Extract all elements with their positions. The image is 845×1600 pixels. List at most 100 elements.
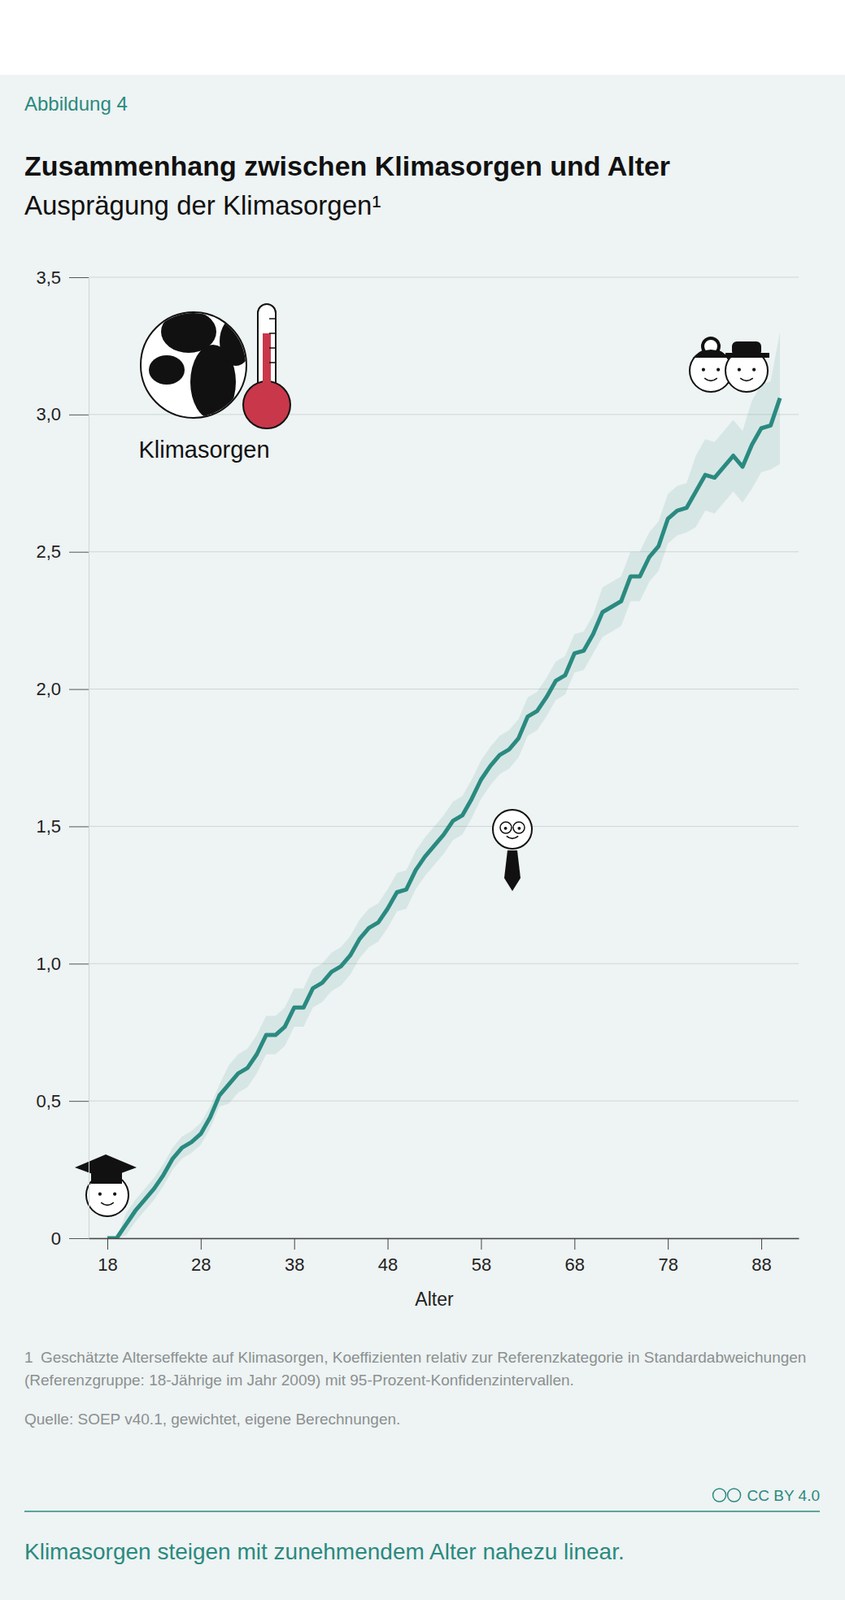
x-tick: 48 <box>378 1238 398 1276</box>
path <box>740 378 754 381</box>
ellipse <box>148 355 185 385</box>
grid-line <box>88 551 799 553</box>
y-tick-mark <box>69 1101 89 1102</box>
x-axis-line <box>89 1238 800 1241</box>
circle <box>517 827 521 831</box>
line <box>269 347 276 349</box>
path <box>504 850 521 892</box>
couple-icon <box>689 338 770 393</box>
y-tick: 1,5 <box>35 816 89 837</box>
page: Abbildung 4Zusammenhang zwischen Klimaso… <box>0 0 845 1600</box>
y-tick-label: 2,0 <box>35 679 61 700</box>
circle <box>513 822 525 834</box>
circle <box>113 1193 117 1197</box>
x-tick-mark <box>387 1238 389 1251</box>
y-tick: 1,0 <box>35 953 89 975</box>
graduate-icon <box>74 1154 137 1217</box>
path <box>100 1202 114 1206</box>
subtitle: Ausprägung der Klimasorgen¹ <box>24 190 381 221</box>
x-tick-label: 18 <box>97 1254 118 1276</box>
annotation: Klimasorgen <box>138 436 270 463</box>
grid <box>88 277 799 1239</box>
circle <box>737 368 741 372</box>
x-tick-mark <box>107 1238 109 1251</box>
y-tick: 0 <box>51 1228 89 1250</box>
line <box>269 361 276 364</box>
x-tick: 18 <box>97 1238 118 1276</box>
x-tick-label: 48 <box>378 1254 398 1276</box>
license-icon <box>727 1489 741 1503</box>
ellipse <box>219 317 253 366</box>
grid-line <box>88 1238 799 1240</box>
background <box>0 74 845 1600</box>
license-icon <box>713 1489 727 1503</box>
y-tick-mark <box>69 277 89 279</box>
path <box>506 836 519 839</box>
x-tick-mark <box>480 1238 482 1251</box>
x-tick: 58 <box>471 1238 492 1276</box>
circle <box>504 827 508 831</box>
divider <box>24 1511 820 1513</box>
y-tick-mark <box>69 414 89 416</box>
x-tick-mark <box>200 1238 202 1251</box>
x-tick: 68 <box>565 1238 585 1276</box>
circle <box>500 822 512 834</box>
confidence-band <box>107 332 780 1239</box>
rect <box>725 352 770 358</box>
source: Quelle: SOEP v40.1, gewichtet, eigene Be… <box>24 1411 401 1429</box>
y-tick: 3,0 <box>35 404 89 425</box>
x-tick-mark <box>574 1238 575 1251</box>
man-icon <box>492 810 532 892</box>
plot-area <box>107 332 780 1239</box>
globe-icon <box>140 310 253 420</box>
circle <box>701 368 706 372</box>
x-tick-label: 88 <box>751 1254 771 1276</box>
footnote: Geschätzte Alterseffekte auf Klimasorgen… <box>24 1349 806 1390</box>
x-tick-label: 78 <box>657 1254 678 1276</box>
line <box>269 317 276 320</box>
path <box>692 349 729 358</box>
y-axis-line <box>88 278 90 1240</box>
icons <box>74 304 770 1217</box>
y-tick: 3,5 <box>35 267 89 288</box>
x-tick: 78 <box>657 1238 678 1276</box>
grid-line <box>88 688 799 690</box>
x-tick: 88 <box>751 1238 771 1276</box>
line <box>269 332 276 335</box>
x-tick-mark <box>294 1238 296 1251</box>
y-tick-label: 1,5 <box>35 816 61 837</box>
circle <box>752 368 756 372</box>
license: CC BY 4.0 <box>747 1487 820 1505</box>
rect <box>91 1172 122 1185</box>
circle <box>716 368 720 372</box>
footnote-marker: 1 <box>24 1349 34 1367</box>
figure-label: Abbildung 4 <box>24 92 128 115</box>
g <box>148 310 253 420</box>
y-tick-label: 1,0 <box>35 953 61 975</box>
grid-line <box>88 277 799 279</box>
y-axis: 0 0,5 1,0 1,5 2,0 2,5 3,0 3,5 <box>35 267 89 1250</box>
y-tick: 2,5 <box>35 541 89 562</box>
y-tick-mark <box>69 1238 89 1240</box>
y-tick: 0,5 <box>35 1091 89 1112</box>
y-tick-label: 3,5 <box>35 267 61 288</box>
y-tick-label: 0 <box>51 1228 61 1250</box>
x-tick: 38 <box>284 1238 305 1276</box>
x-tick-label: 68 <box>565 1254 585 1276</box>
circle <box>492 810 532 850</box>
y-tick-mark <box>69 963 89 965</box>
x-tick-mark <box>761 1238 763 1251</box>
x-axis-title: Alter <box>414 1289 454 1311</box>
tspan: Geschätzte Alterseffekte auf Klimasorgen… <box>40 1349 806 1367</box>
x-axis: 18 28 38 48 58 68 78 88 <box>89 1238 800 1276</box>
x-tick-label: 28 <box>191 1254 211 1276</box>
tspan: (Referenzgruppe: 18-Jährige im Jahr 2009… <box>24 1372 575 1390</box>
thermometer-icon <box>243 304 291 429</box>
y-tick-mark <box>69 552 89 554</box>
circle <box>98 1193 102 1197</box>
line <box>107 398 780 1239</box>
grid-line <box>88 1101 799 1102</box>
x-tick-label: 38 <box>284 1254 305 1276</box>
grid-line <box>88 963 799 965</box>
y-tick-label: 2,5 <box>35 541 61 562</box>
